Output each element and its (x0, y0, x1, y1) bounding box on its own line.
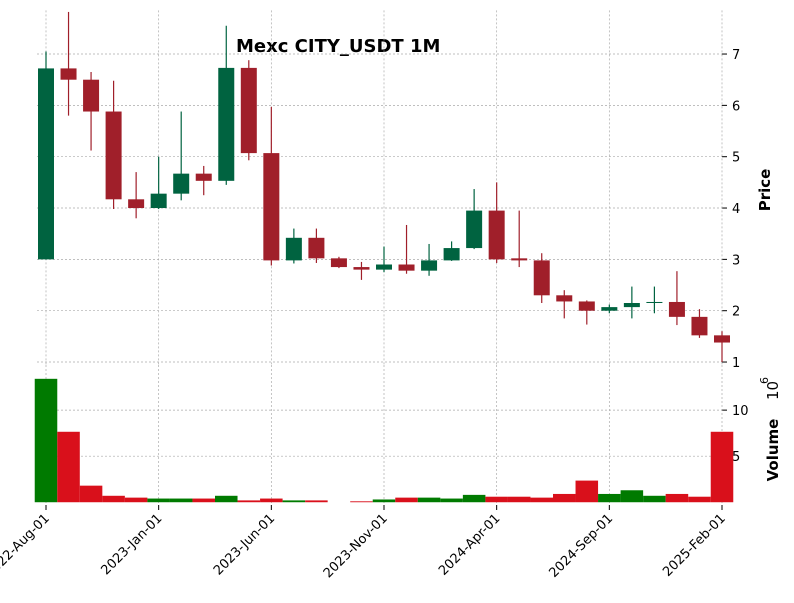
volume-bar (192, 498, 215, 503)
candle-body (533, 260, 550, 296)
volume-bar (260, 498, 283, 503)
y-tick-label: 5 (732, 151, 740, 166)
y-axis-label: Price (756, 169, 774, 212)
candle-body (240, 67, 257, 154)
candle-body (668, 301, 685, 317)
candle-body (578, 301, 595, 311)
volume-axis-label: Volume (764, 419, 782, 482)
candle-body (195, 173, 212, 181)
y-tick-label: 2 (732, 305, 740, 320)
volume-tick-label: 5 (732, 450, 740, 465)
candle-body (556, 295, 573, 302)
x-tick-label: 2023-Jan-01 (98, 511, 165, 578)
candle-body (398, 264, 415, 271)
y-tick-label: 1 (732, 356, 740, 371)
volume-bar (124, 497, 148, 503)
candle-body (128, 199, 145, 209)
volume-bar (665, 493, 689, 503)
candle-body (646, 301, 663, 303)
volume-bar (169, 498, 193, 503)
candle-body (376, 264, 392, 270)
volume-bar (147, 498, 170, 503)
volume-bar (372, 499, 396, 503)
volume-bar (598, 493, 621, 503)
candle-body (443, 248, 460, 261)
volume-bar (102, 495, 125, 503)
candle-body (173, 173, 190, 194)
x-tick-label: 2023-Jun-01 (211, 511, 278, 578)
volume-bar (643, 495, 666, 503)
candle-body (330, 258, 347, 268)
volume-bar (57, 431, 80, 503)
candle-body (150, 193, 167, 209)
volume-bar (688, 496, 711, 503)
volume-bar (215, 495, 238, 503)
volume-tick-label: 10 (732, 404, 749, 419)
candle-body (218, 67, 235, 181)
volume-bar (485, 496, 508, 503)
candle-body (60, 68, 77, 80)
y-tick-label: 6 (732, 99, 740, 114)
x-tick-label: 2023-Nov-01 (321, 511, 391, 581)
candle-body (421, 260, 438, 271)
volume-bar (34, 378, 58, 503)
volume-bar (575, 480, 599, 503)
candle-body (466, 210, 483, 249)
candle-body (263, 153, 280, 261)
volume-bar (305, 500, 328, 503)
volume-bar (79, 485, 103, 503)
volume-bar (462, 494, 486, 503)
candle-body (38, 68, 54, 260)
candle-body (601, 307, 618, 311)
volume-bar (440, 498, 463, 503)
volume-offset-base: 10 (764, 381, 782, 400)
volume-bar (237, 500, 261, 503)
volume-bar (553, 493, 576, 503)
volume-bar (417, 497, 441, 503)
x-tick-label: 2025-Feb-01 (660, 511, 729, 580)
volume-bar (710, 431, 734, 503)
volume-bar (350, 501, 373, 503)
candle-body (353, 267, 370, 270)
candle-body (308, 237, 325, 259)
candle-body (488, 210, 505, 260)
x-tick-label: 2024-Apr-01 (436, 511, 503, 578)
candle-body (623, 303, 640, 308)
candle-body (105, 111, 122, 200)
candle-body (83, 79, 100, 112)
volume-bar (282, 500, 306, 503)
x-tick-label: 2024-Sep-01 (547, 511, 617, 581)
y-tick-label: 3 (732, 253, 740, 268)
volume-offset-exponent: 6 (758, 377, 771, 384)
chart-title: Mexc CITY_USDT 1M (236, 36, 440, 57)
volume-bar (530, 497, 553, 503)
candle-body (511, 258, 528, 261)
candle-body (691, 316, 708, 336)
candle-body (285, 237, 302, 261)
y-tick-label: 4 (732, 202, 740, 217)
x-tick-label: 2022-Aug-01 (0, 511, 53, 581)
volume-bar (620, 490, 644, 503)
volume-bar (395, 497, 418, 503)
candle-body (714, 335, 730, 343)
y-tick-label: 7 (732, 48, 740, 63)
volume-bar (507, 496, 531, 503)
